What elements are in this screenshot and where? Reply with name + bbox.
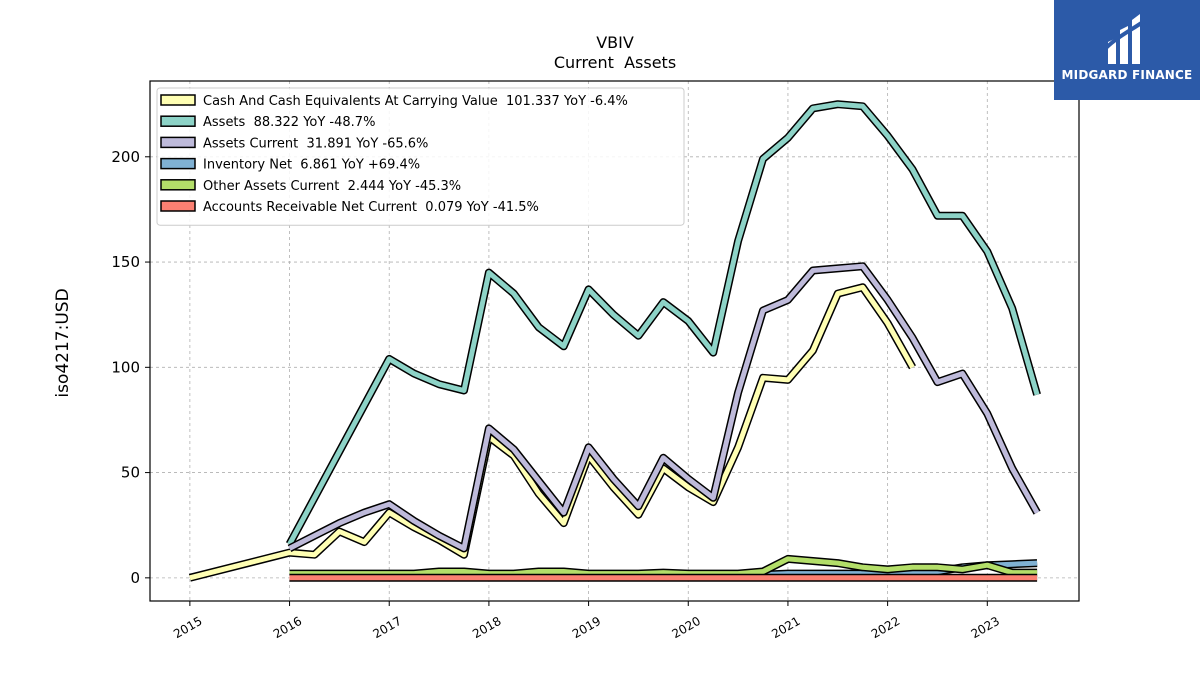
legend-swatch: [160, 94, 196, 106]
x-tick-label: 2020: [670, 614, 703, 641]
x-tick-label: 2018: [470, 614, 503, 641]
legend-swatch: [160, 115, 196, 127]
series-line: [289, 556, 1038, 577]
legend: Cash And Cash Equivalents At Carrying Va…: [156, 87, 685, 226]
legend-label: Assets Current 31.891 YoY -65.6%: [203, 136, 428, 151]
x-tick-label: 2023: [969, 614, 1002, 641]
chart-title: VBIV: [596, 33, 634, 52]
legend-swatch: [160, 179, 196, 191]
y-tick-label: 150: [111, 253, 140, 271]
logo-text: MIDGARD FINANCE: [1061, 68, 1193, 82]
legend-label: Inventory Net 6.861 YoY +69.4%: [203, 158, 420, 173]
y-tick-label: 100: [111, 358, 140, 376]
legend-swatch: [160, 157, 196, 170]
x-tick-label: 2016: [271, 614, 304, 641]
chart-subtitle: Current Assets: [554, 53, 676, 72]
brand-logo: MIDGARD FINANCE: [1054, 0, 1200, 100]
x-tick-label: 2021: [769, 614, 802, 641]
x-tick-label: 2015: [171, 614, 204, 641]
legend-swatch: [160, 200, 196, 212]
x-tick-label: 2017: [371, 614, 404, 641]
x-tick-label: 2019: [570, 614, 603, 641]
series-line: [287, 101, 1040, 546]
legend-label: Assets 88.322 YoY -48.7%: [203, 115, 375, 130]
plot-frame: [149, 80, 1080, 602]
y-tick-label: 0: [130, 569, 140, 587]
legend-swatch: [160, 136, 196, 149]
legend-label: Other Assets Current 2.444 YoY -45.3%: [203, 179, 461, 194]
y-tick-label: 50: [121, 464, 140, 482]
y-tick-label: 200: [111, 148, 140, 166]
legend-label: Accounts Receivable Net Current 0.079 Yo…: [203, 200, 539, 215]
series-layer: [188, 100, 1041, 582]
y-axis-label: iso4217:USD: [53, 288, 73, 397]
x-tick-label: 2022: [869, 614, 902, 641]
series-line: [288, 263, 1040, 551]
legend-label: Cash And Cash Equivalents At Carrying Va…: [203, 94, 628, 109]
legend-box: [156, 87, 685, 226]
logo-mark-icon: [1104, 14, 1148, 64]
